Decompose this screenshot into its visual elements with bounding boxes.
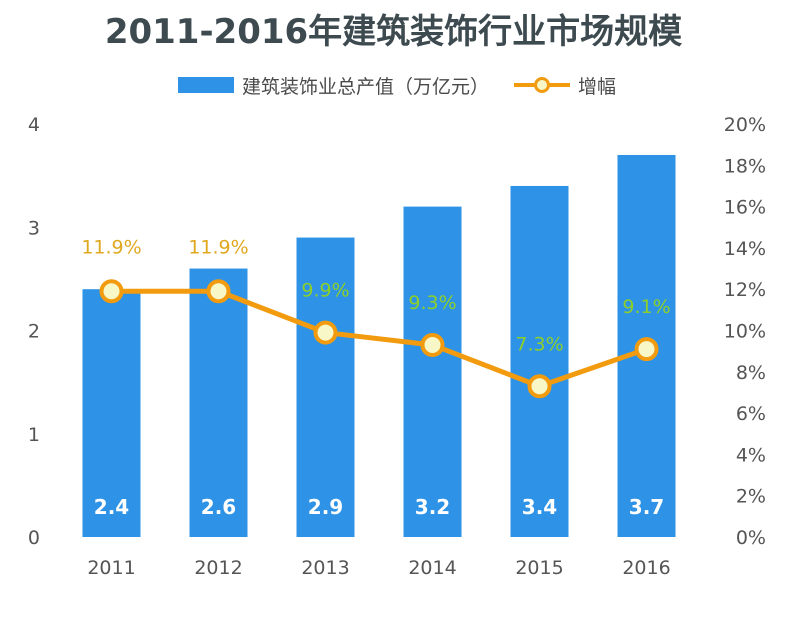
bar — [189, 268, 248, 537]
y-left-tick-label: 3 — [28, 217, 40, 239]
y-left-tick-label: 4 — [28, 114, 40, 136]
x-tick-label: 2013 — [301, 557, 349, 579]
growth-value-label: 11.9% — [81, 236, 141, 258]
legend-item-line: 增幅 — [514, 72, 616, 98]
y-right-tick-label: 18% — [724, 155, 766, 177]
growth-marker — [99, 279, 124, 304]
y-right-tick-label: 2% — [736, 486, 766, 508]
x-tick-label: 2016 — [622, 557, 670, 579]
growth-marker — [206, 279, 231, 304]
chart-title: 2011-2016年建筑装饰行业市场规模 — [104, 12, 683, 52]
legend-bar-swatch — [178, 77, 234, 93]
y-right-tick-label: 12% — [724, 279, 766, 301]
x-tick-label: 2011 — [87, 557, 135, 579]
y-right-tick-label: 6% — [736, 403, 766, 425]
bar — [82, 289, 141, 537]
legend-bar-label: 建筑装饰业总产值（万亿元） — [242, 75, 490, 98]
x-tick-label: 2015 — [515, 557, 563, 579]
growth-marker — [420, 332, 445, 357]
growth-value-label: 7.3% — [515, 333, 563, 355]
x-tick-label: 2014 — [408, 557, 456, 579]
y-right-tick-label: 0% — [736, 527, 766, 549]
bar — [510, 185, 569, 537]
bar-value-label: 3.4 — [522, 495, 557, 519]
legend-line-swatch — [514, 77, 570, 93]
y-right-tick-label: 20% — [724, 114, 766, 136]
growth-marker — [313, 320, 338, 345]
growth-marker — [634, 337, 659, 362]
x-tick-label: 2012 — [194, 557, 242, 579]
y-right-tick-label: 16% — [724, 197, 766, 219]
y-left-tick-label: 2 — [28, 321, 40, 343]
bar-value-label: 2.4 — [94, 495, 129, 519]
bar-value-label: 3.2 — [415, 495, 450, 519]
y-right-tick-label: 14% — [724, 238, 766, 260]
growth-value-label: 9.9% — [301, 280, 349, 302]
bar — [296, 237, 355, 537]
y-left-tick-label: 1 — [28, 424, 40, 446]
y-right-tick-label: 4% — [736, 444, 766, 466]
legend-item-bar: 建筑装饰业总产值（万亿元） — [178, 72, 489, 98]
growth-value-label: 9.1% — [622, 296, 670, 318]
bar-value-label: 2.9 — [308, 495, 343, 519]
bar-value-label: 3.7 — [629, 495, 664, 519]
growth-value-label: 11.9% — [188, 236, 248, 258]
y-right-tick-label: 8% — [736, 362, 766, 384]
y-left-tick-label: 0 — [28, 527, 40, 549]
y-right-tick-label: 10% — [724, 321, 766, 343]
bar — [403, 206, 462, 537]
growth-line — [111, 288, 648, 389]
legend-line-label: 增幅 — [578, 75, 617, 98]
growth-value-label: 9.3% — [408, 292, 456, 314]
chart-legend: 建筑装饰业总产值（万亿元） 增幅 — [0, 72, 787, 98]
growth-marker — [527, 374, 552, 399]
bar-value-label: 2.6 — [201, 495, 236, 519]
